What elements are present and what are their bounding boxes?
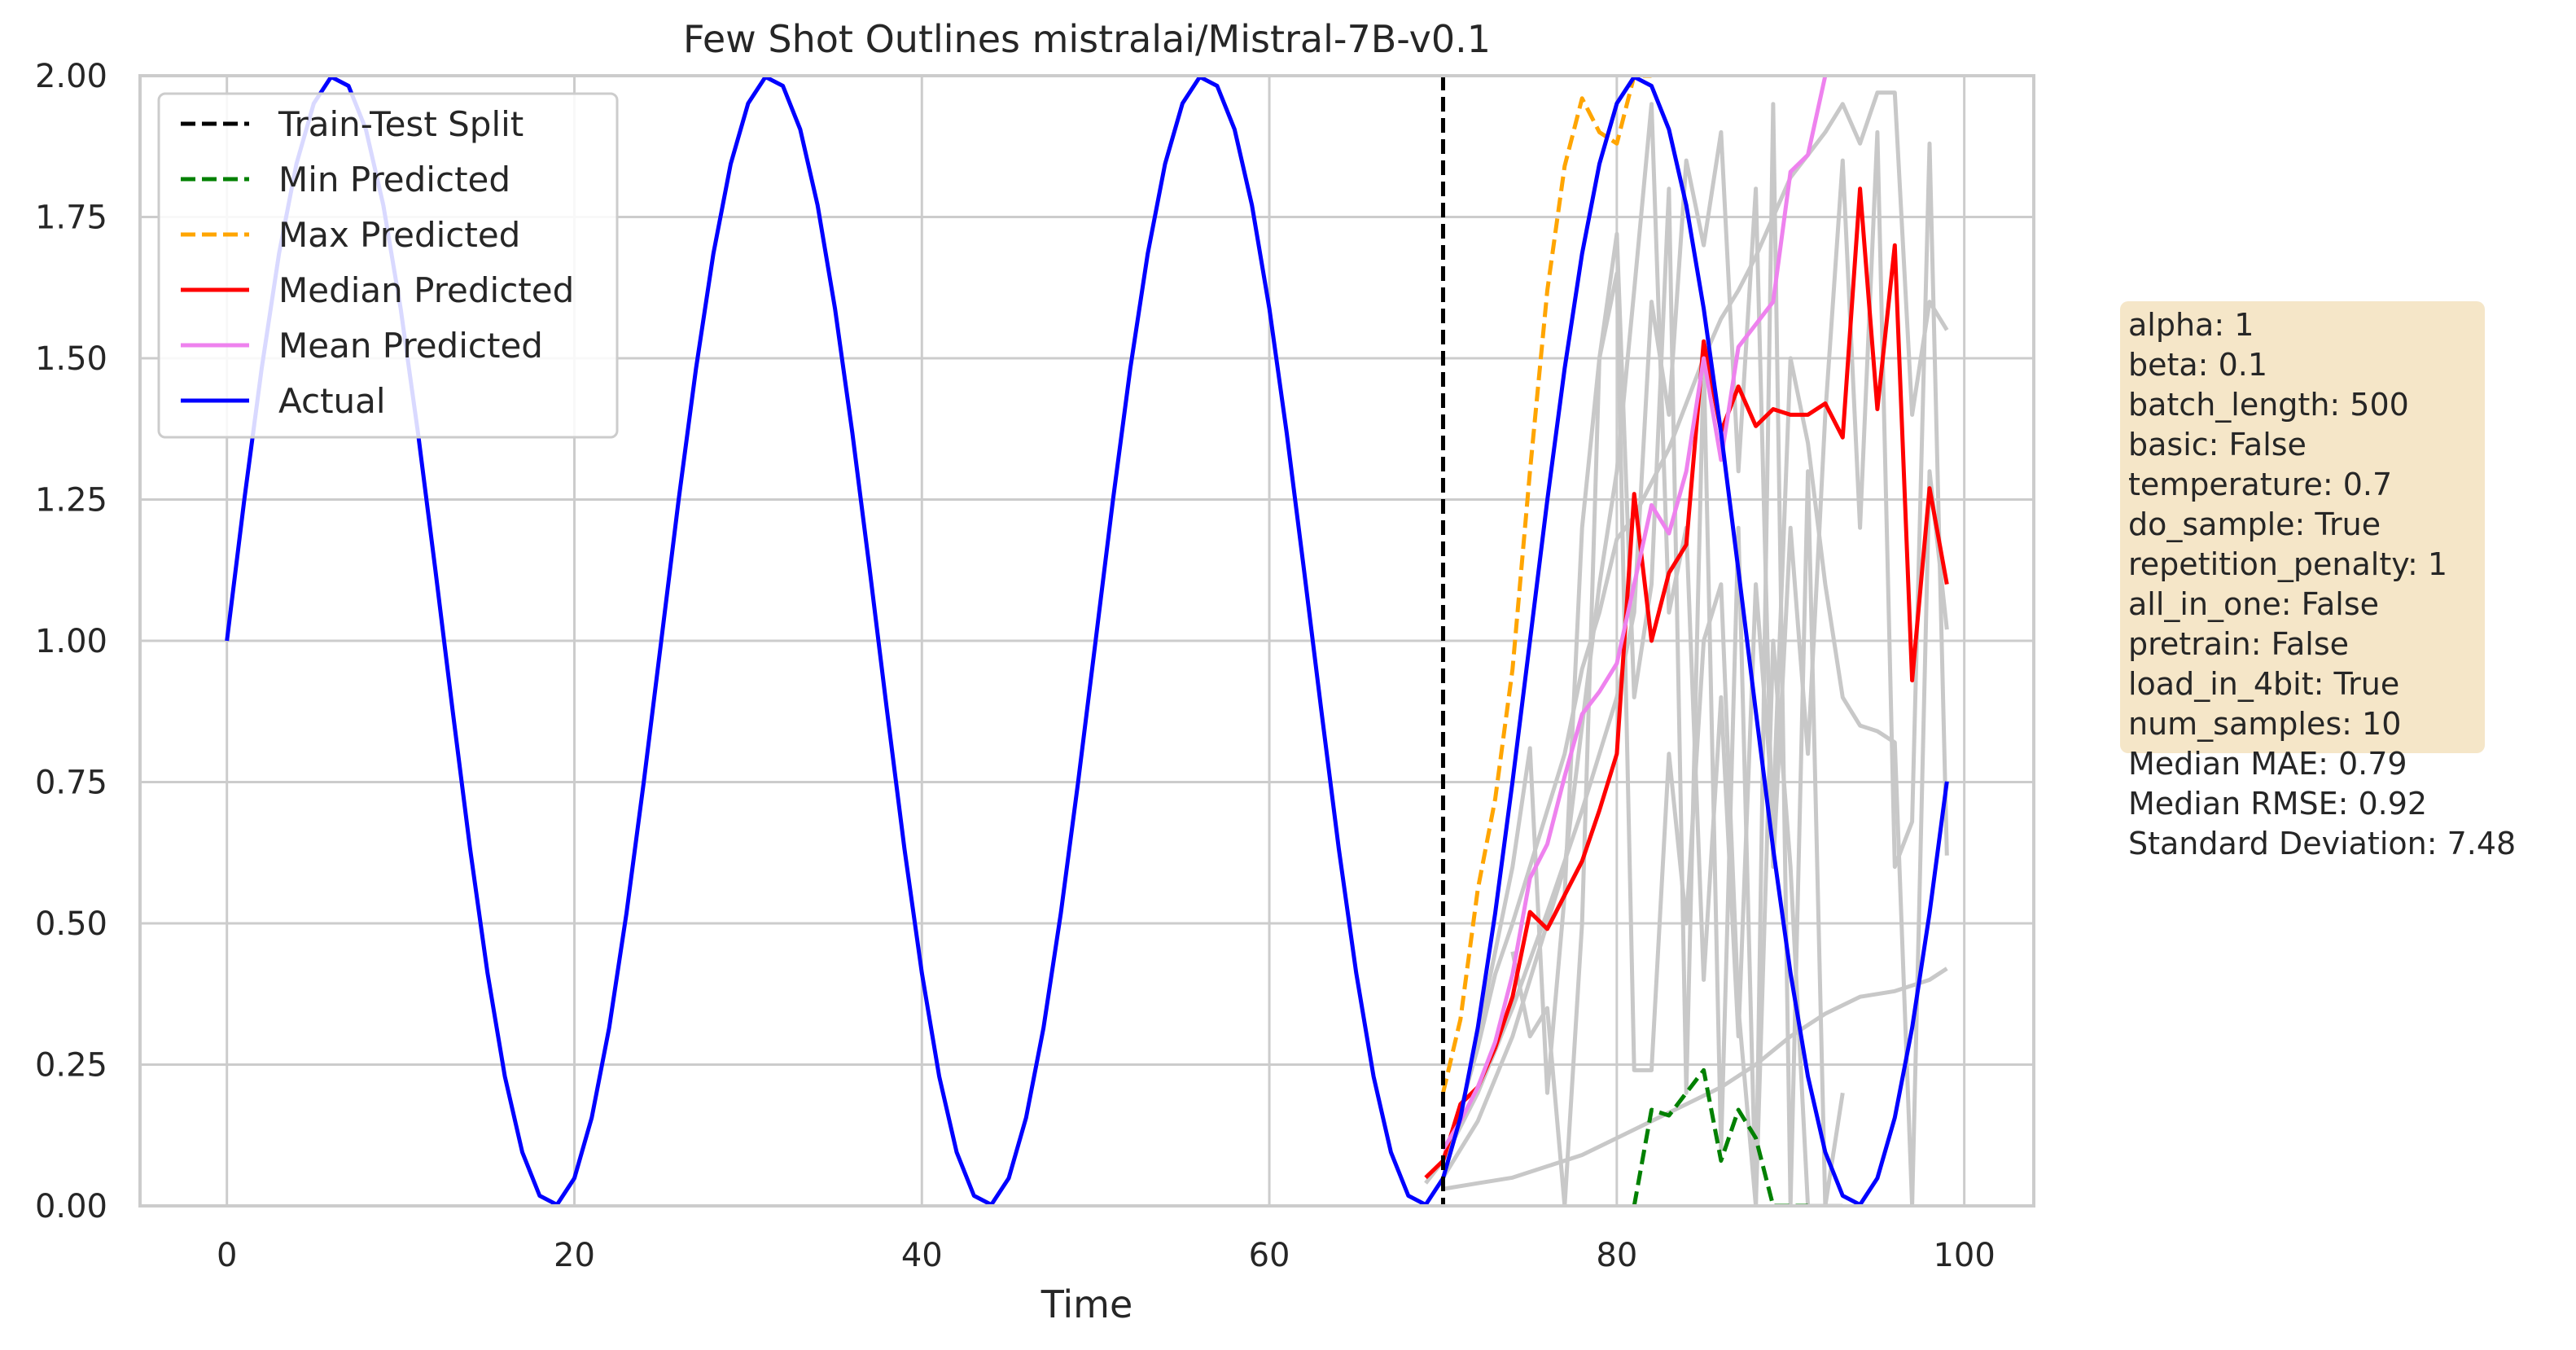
actual-line (225, 76, 1949, 1206)
info-metric: Standard Deviation: 7.48 (2128, 826, 2516, 861)
sample-predictions (1424, 90, 1949, 1206)
info-metric: Median RMSE: 0.92 (2128, 786, 2427, 822)
legend-label: Min Predicted (278, 160, 510, 199)
y-tick-labels: 0.00 0.25 0.50 0.75 1.00 1.25 1.50 1.75 2.00 (35, 58, 107, 1225)
legend-label: Actual (278, 381, 386, 421)
info-param: beta: 0.1 (2128, 347, 2267, 383)
sample-line (1424, 90, 1949, 1185)
y-tick-label: 1.50 (35, 340, 107, 378)
median-predicted-line (1424, 186, 1949, 1180)
x-tick-label: 40 (901, 1237, 943, 1274)
x-tick-label: 0 (217, 1237, 237, 1274)
info-metric: Median MAE: 0.79 (2128, 746, 2407, 782)
info-param: pretrain: False (2128, 626, 2349, 662)
y-tick-label: 0.50 (35, 905, 107, 943)
y-tick-label: 1.00 (35, 623, 107, 660)
y-tick-label: 0.25 (35, 1047, 107, 1085)
info-param: batch_length: 500 (2128, 387, 2409, 423)
y-tick-label: 1.25 (35, 482, 107, 519)
info-box: alpha: 1 beta: 0.1 batch_length: 500 basic:… (2120, 301, 2516, 861)
info-param: do_sample: True (2128, 506, 2381, 542)
x-tick-label: 80 (1596, 1237, 1637, 1274)
legend-label: Mean Predicted (278, 326, 543, 366)
legend-label: Max Predicted (278, 215, 520, 255)
plot-frame (138, 74, 2035, 1208)
info-box-background (2120, 301, 2485, 753)
max-predicted-line (1441, 76, 1652, 1094)
y-tick-label: 0.00 (35, 1188, 107, 1225)
info-param: repetition_penalty: 1 (2128, 546, 2447, 582)
min-predicted-line (1632, 1067, 1808, 1206)
info-param: load_in_4bit: True (2128, 666, 2399, 702)
y-tick-label: 2.00 (35, 58, 107, 95)
info-param: num_samples: 10 (2128, 706, 2401, 742)
prediction-series (1424, 76, 1949, 1206)
x-axis-title: Time (1040, 1282, 1133, 1326)
legend-label: Train-Test Split (278, 104, 524, 144)
info-param: temperature: 0.7 (2128, 467, 2392, 502)
x-tick-label: 20 (554, 1237, 595, 1274)
sample-line (1443, 966, 1948, 1191)
x-tick-label: 60 (1249, 1237, 1290, 1274)
sample-line (1510, 271, 1843, 1206)
actual-series (225, 76, 1949, 1206)
sample-line (1441, 129, 1949, 1162)
legend-box (157, 92, 619, 439)
y-tick-label: 1.75 (35, 199, 107, 237)
y-tick-label: 0.75 (35, 765, 107, 802)
legend-label: Median Predicted (278, 270, 574, 310)
info-param: all_in_one: False (2128, 586, 2379, 622)
x-tick-label: 100 (1933, 1237, 1995, 1274)
mean-predicted-line (1441, 76, 1828, 1151)
sample-line (1441, 102, 1949, 1206)
info-param: basic: False (2128, 427, 2307, 462)
info-param: alpha: 1 (2128, 307, 2254, 343)
x-tick-labels: 0 20 40 60 80 100 (217, 1237, 1996, 1274)
legend: Train-Test Split Min Predicted Max Predict… (157, 92, 619, 439)
chart-title: Few Shot Outlines mistralai/Mistral-7B-v… (683, 17, 1491, 61)
